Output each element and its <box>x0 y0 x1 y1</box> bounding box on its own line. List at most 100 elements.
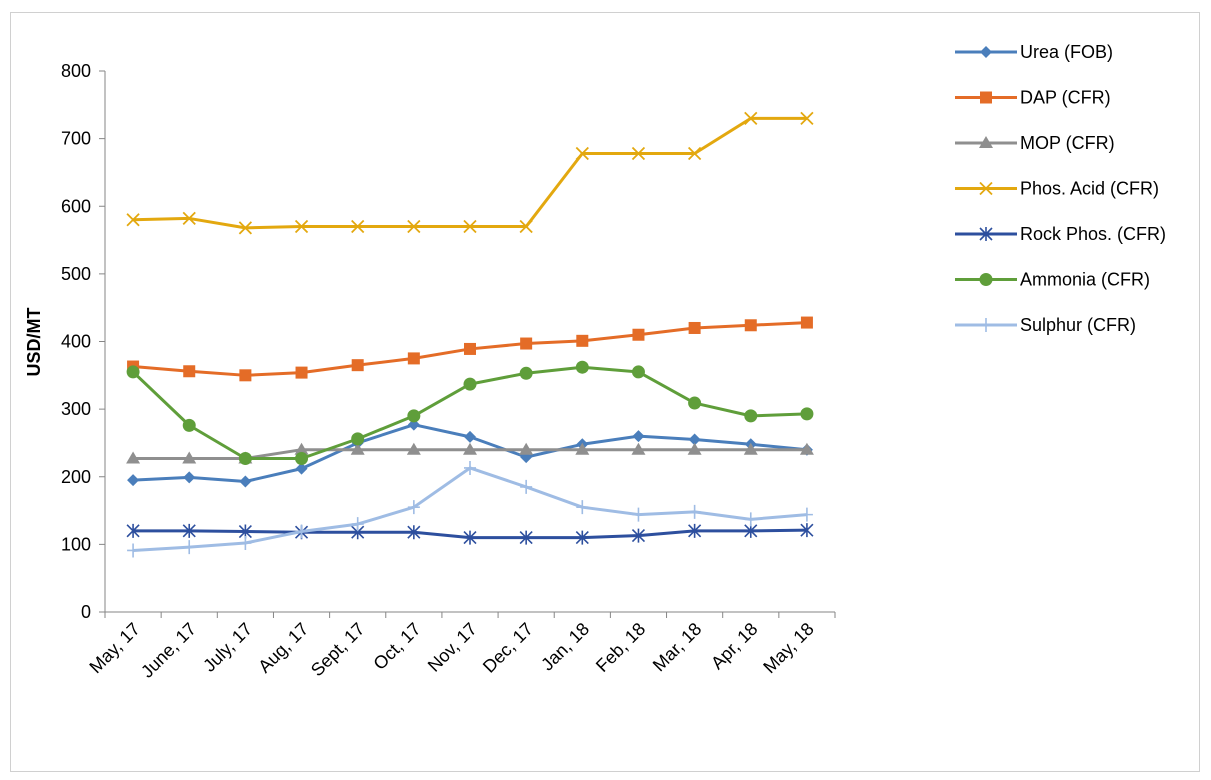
x-tick-label: Dec, 17 <box>479 619 537 677</box>
legend-label: MOP (CFR) <box>1020 133 1115 153</box>
data-point-dap-cfr <box>520 337 533 350</box>
data-point-ammonia-cfr <box>351 432 365 446</box>
data-point-phos-acid-cfr <box>519 219 533 234</box>
data-point-dap-cfr <box>800 316 813 329</box>
data-point-dap-cfr <box>239 369 252 382</box>
y-tick-label: 200 <box>61 467 91 487</box>
data-point-urea-fob <box>688 433 701 446</box>
legend-marker <box>980 91 992 104</box>
data-point-mop-cfr <box>519 442 534 455</box>
data-point-ammonia-cfr <box>463 377 477 391</box>
data-point-ammonia-cfr <box>238 451 252 465</box>
data-point-ammonia-cfr <box>182 418 196 432</box>
legend-marker <box>979 136 993 148</box>
data-point-urea-fob <box>295 462 308 475</box>
y-tick-label: 800 <box>61 61 91 81</box>
data-point-mop-cfr <box>743 442 758 455</box>
data-point-ammonia-cfr <box>407 409 421 423</box>
data-point-phos-acid-cfr <box>463 219 477 234</box>
data-point-ammonia-cfr <box>631 365 645 379</box>
x-tick-label: May, 17 <box>85 619 143 677</box>
y-tick-label: 700 <box>61 129 91 149</box>
data-point-mop-cfr <box>350 442 365 455</box>
x-tick-label: Jan, 18 <box>537 619 593 675</box>
series-ammonia-cfr <box>126 360 814 465</box>
data-point-mop-cfr <box>799 442 814 455</box>
data-point-phos-acid-cfr <box>407 219 421 234</box>
data-point-sulphur-cfr <box>183 540 196 555</box>
data-point-urea-fob <box>239 475 252 488</box>
data-point-sulphur-cfr <box>800 507 813 522</box>
data-point-ammonia-cfr <box>688 396 702 410</box>
legend-item-dap-cfr: DAP (CFR) <box>955 88 1111 108</box>
data-point-rock-phos-cfr <box>463 530 477 545</box>
data-point-phos-acid-cfr <box>182 211 196 226</box>
data-point-dap-cfr <box>351 359 364 372</box>
legend-label: Rock Phos. (CFR) <box>1020 224 1166 244</box>
data-point-dap-cfr <box>464 342 476 355</box>
data-point-ammonia-cfr <box>295 451 309 465</box>
data-point-phos-acid-cfr <box>294 219 309 234</box>
y-tick-label: 400 <box>61 332 91 352</box>
series-sulphur-cfr <box>127 460 813 558</box>
legend-label: Urea (FOB) <box>1020 42 1113 62</box>
data-point-urea-fob <box>632 430 645 443</box>
legend-item-rock-phos-cfr: Rock Phos. (CFR) <box>955 224 1166 244</box>
chart-frame <box>10 12 1200 772</box>
y-tick-label: 100 <box>61 534 91 554</box>
series-phos-acid-cfr <box>126 111 814 235</box>
data-point-sulphur-cfr <box>407 500 420 515</box>
data-point-mop-cfr <box>463 442 477 455</box>
legend-label: DAP (CFR) <box>1020 88 1111 108</box>
data-point-mop-cfr <box>406 442 421 455</box>
data-point-phos-acid-cfr <box>744 111 758 125</box>
data-point-sulphur-cfr <box>632 507 645 522</box>
data-point-urea-fob <box>407 418 420 431</box>
data-point-sulphur-cfr <box>239 536 252 551</box>
data-point-dap-cfr <box>295 366 308 379</box>
x-tick-label: July, 17 <box>199 619 256 676</box>
data-point-rock-phos-cfr <box>631 528 646 543</box>
data-point-sulphur-cfr <box>351 517 364 532</box>
data-point-phos-acid-cfr <box>351 219 365 234</box>
legend-marker <box>979 227 993 241</box>
y-axis-title: USD/MT <box>24 308 44 377</box>
data-point-rock-phos-cfr <box>688 523 702 538</box>
data-point-phos-acid-cfr <box>631 146 646 161</box>
data-point-ammonia-cfr <box>744 409 758 423</box>
data-point-rock-phos-cfr <box>519 530 533 545</box>
data-point-rock-phos-cfr <box>407 525 421 540</box>
data-point-dap-cfr <box>407 352 420 365</box>
data-point-dap-cfr <box>183 365 196 378</box>
data-point-sulphur-cfr <box>688 504 701 519</box>
data-point-dap-cfr <box>632 328 645 341</box>
data-point-mop-cfr <box>687 442 702 455</box>
y-tick-label: 300 <box>61 399 91 419</box>
data-point-phos-acid-cfr <box>575 146 589 161</box>
x-tick-label: June, 17 <box>137 619 200 682</box>
x-tick-label: Nov, 17 <box>424 619 481 676</box>
series-mop-cfr <box>126 442 814 464</box>
legend-item-ammonia-cfr: Ammonia (CFR) <box>955 270 1150 290</box>
y-tick-label: 0 <box>81 602 91 622</box>
data-point-dap-cfr <box>688 321 701 334</box>
data-point-mop-cfr <box>631 442 646 455</box>
legend-item-urea-fob: Urea (FOB) <box>955 42 1113 62</box>
data-point-dap-cfr <box>576 334 589 347</box>
data-point-urea-fob <box>464 430 476 443</box>
x-tick-label: Aug, 17 <box>254 619 312 677</box>
data-point-mop-cfr <box>575 442 590 455</box>
data-point-mop-cfr <box>126 451 141 464</box>
data-point-sulphur-cfr <box>576 500 589 515</box>
y-tick-label: 600 <box>61 196 91 216</box>
legend-marker <box>979 273 993 286</box>
x-tick-label: Apr, 18 <box>707 619 761 673</box>
x-tick-label: Feb, 18 <box>592 619 649 676</box>
legend-marker <box>980 318 992 332</box>
data-point-urea-fob <box>127 474 140 487</box>
x-tick-label: Mar, 18 <box>649 619 706 676</box>
series-line-phos-acid-cfr <box>133 116 807 230</box>
data-point-ammonia-cfr <box>519 366 533 380</box>
legend-item-sulphur-cfr: Sulphur (CFR) <box>955 315 1136 335</box>
data-point-phos-acid-cfr <box>800 111 814 125</box>
